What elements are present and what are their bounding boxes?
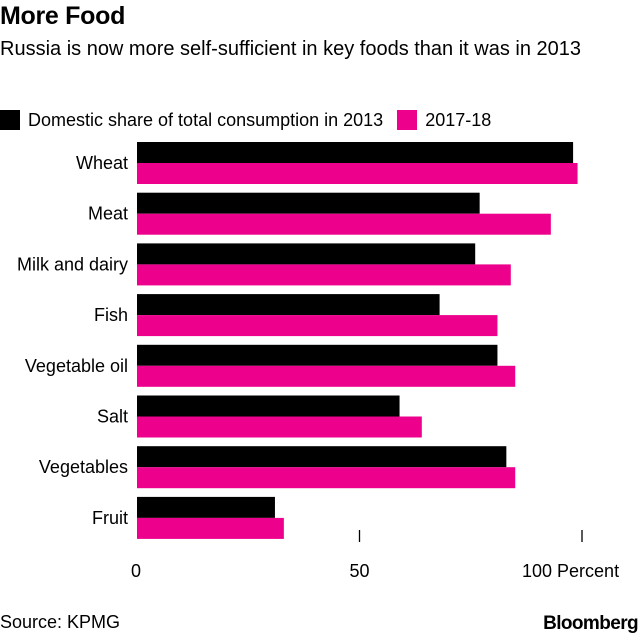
legend-item-2017-18: 2017-18 (397, 110, 491, 131)
category-label-vegetable-oil: Vegetable oil (25, 356, 128, 376)
bar-vegetables-2013 (137, 446, 507, 468)
legend-item-2013: Domestic share of total consumption in 2… (0, 110, 383, 131)
category-label-fruit: Fruit (92, 508, 128, 528)
bar-salt-2013 (137, 395, 400, 417)
bar-salt-2017-18 (137, 416, 422, 438)
bar-chart: Wheat Meat Milk and dairy Fish Vegetable oil… (17, 142, 619, 581)
bar-fish-2017-18 (137, 315, 498, 337)
legend-label-2013: Domestic share of total consumption in 2… (28, 109, 384, 130)
bar-fish-2013 (137, 294, 440, 316)
bar-milk-and-dairy-2013 (137, 243, 476, 265)
category-label-salt: Salt (97, 407, 128, 427)
bar-milk-and-dairy-2017-18 (137, 264, 511, 286)
category-label-vegetables: Vegetables (39, 457, 128, 477)
bar-meat-2013 (137, 192, 480, 214)
bar-fruit-2017-18 (137, 517, 284, 539)
category-label-fish: Fish (94, 305, 128, 325)
bar-wheat-2013 (137, 142, 574, 163)
x-tick-label-0: 0 (131, 561, 141, 581)
bar-vegetable-oil-2017-18 (137, 365, 516, 387)
x-tick-label-50: 50 (349, 561, 369, 581)
bar-vegetable-oil-2013 (137, 344, 498, 366)
x-tick-label-100: 100 Percent (522, 561, 619, 581)
bar-vegetables-2017-18 (137, 467, 516, 489)
source-note: Source: KPMG (0, 612, 121, 632)
chart-title: More Food (0, 2, 126, 30)
bar-wheat-2017-18 (137, 163, 578, 184)
category-label-meat: Meat (88, 204, 128, 224)
legend-swatch-2017-18 (397, 110, 418, 130)
legend-swatch-2013 (0, 110, 20, 130)
category-label-wheat: Wheat (76, 153, 128, 173)
category-label-milk-and-dairy: Milk and dairy (17, 254, 128, 274)
bar-fruit-2013 (137, 496, 275, 518)
legend: Domestic share of total consumption in 2… (0, 108, 505, 132)
chart-subtitle: Russia is now more self-sufficient in ke… (0, 38, 582, 60)
legend-label-2017-18: 2017-18 (425, 109, 492, 130)
bloomberg-logo: Bloomberg (543, 613, 638, 634)
bar-meat-2017-18 (137, 213, 551, 235)
